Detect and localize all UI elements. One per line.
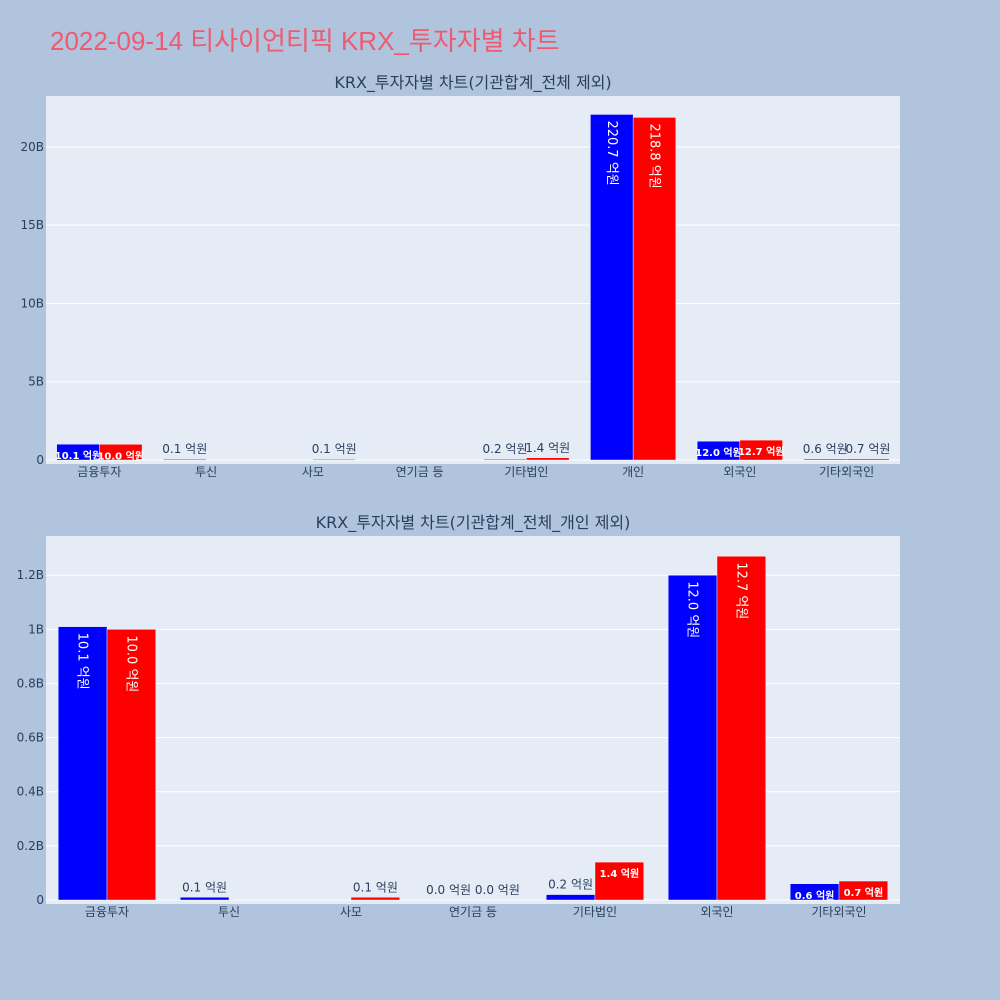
plot-area <box>46 96 900 464</box>
bar <box>803 458 847 461</box>
bar <box>594 861 644 901</box>
chart-1: 0 5B 10B 15B 20B KRX_투자자별 차트(기관합계_전체 제외) 금융투자 1… <box>20 73 900 479</box>
y-tick-label: 20B <box>20 140 44 154</box>
bar <box>163 459 207 461</box>
chart-title: KRX_투자자별 차트(기관합계_전체 제외) <box>334 73 611 93</box>
data-label: 220.7 억원 <box>604 120 619 185</box>
y-tick-label: 1B <box>28 622 44 636</box>
x-tick-label: 기타법인 <box>573 905 617 919</box>
bar <box>526 457 570 461</box>
chart-title: KRX_투자자별 차트(기관합계_전체_개인 제외) <box>316 513 631 533</box>
bar <box>99 444 143 461</box>
bar <box>739 439 783 461</box>
data-label: 0.1 억원 <box>353 880 398 894</box>
data-label: 10.1 억원 <box>75 633 90 690</box>
x-tick-label: 기타외국인 <box>811 905 866 919</box>
y-tick-label: 0.6B <box>17 731 44 745</box>
x-tick-label: 사모 <box>302 465 324 479</box>
data-label: 218.8 억원 <box>646 123 661 188</box>
x-tick-label: 금융투자 <box>85 905 129 919</box>
bar <box>716 556 766 901</box>
data-label: 12.7 억원 <box>738 445 785 458</box>
x-tick-label: 연기금 등 <box>449 905 497 919</box>
data-label: 0.1 억원 <box>182 880 227 894</box>
y-tick-label: 0.4B <box>17 785 44 799</box>
bar <box>546 894 596 901</box>
chart-2: 0 0.2B 0.4B 0.6B 0.8B 1B 1.2B KRX_투자자별 차트(기관합계_… <box>17 513 900 919</box>
x-tick-label: 외국인 <box>723 465 756 479</box>
x-tick-label: 기타외국인 <box>819 465 874 479</box>
bar <box>838 880 888 901</box>
y-tick-label: 0 <box>36 453 44 467</box>
y-tick-label: 15B <box>20 218 44 232</box>
y-tick-label: 10B <box>20 296 44 310</box>
data-label: 10.1 억원 <box>55 449 102 462</box>
data-label: 0.1 억원 <box>312 442 357 456</box>
data-label: 0.7 억원 <box>844 886 884 899</box>
bar <box>632 117 677 461</box>
x-tick-label: 개인 <box>622 465 644 479</box>
data-label: 0.0 억원 <box>475 883 520 897</box>
data-label: 12.0 억원 <box>695 446 742 459</box>
data-label: 1.4 억원 <box>600 867 640 880</box>
x-tick-label: 금융투자 <box>77 465 121 479</box>
data-label: 10.0 억원 <box>97 449 144 462</box>
page-title: 2022-09-14 티사이언티픽 KRX_투자자별 차트 <box>50 26 560 56</box>
bar <box>350 897 400 901</box>
y-tick-label: 0 <box>36 893 44 907</box>
data-label: 12.0 억원 <box>685 581 700 638</box>
data-label: 0.7 억원 <box>845 442 890 456</box>
y-tick-label: 5B <box>28 375 44 389</box>
data-label: 0.2 억원 <box>483 442 528 456</box>
data-label: 0.1 억원 <box>162 442 207 456</box>
x-tick-label: 기타법인 <box>504 465 548 479</box>
data-label: 10.0 억원 <box>123 635 138 692</box>
bar <box>58 626 108 901</box>
x-tick-label: 사모 <box>340 905 362 919</box>
data-label: 12.7 억원 <box>733 562 748 619</box>
plot-area <box>46 536 900 904</box>
data-label: 1.4 억원 <box>525 441 570 455</box>
data-label: 0.2 억원 <box>548 878 593 892</box>
data-label: 0.6 억원 <box>795 889 835 902</box>
x-tick-label: 투신 <box>218 905 240 919</box>
y-tick-label: 0.2B <box>17 839 44 853</box>
bar <box>483 459 527 461</box>
bar <box>106 629 156 901</box>
data-label: 0.0 억원 <box>426 883 471 897</box>
x-tick-label: 연기금 등 <box>396 465 444 479</box>
y-tick-label: 0.8B <box>17 676 44 690</box>
bar <box>590 114 634 461</box>
x-tick-label: 외국인 <box>700 905 733 919</box>
bar <box>312 459 356 461</box>
bar <box>846 458 890 461</box>
bar <box>179 897 230 901</box>
data-label: 0.6 억원 <box>803 442 848 456</box>
y-tick-label: 1.2B <box>17 568 44 582</box>
x-tick-label: 투신 <box>195 465 217 479</box>
